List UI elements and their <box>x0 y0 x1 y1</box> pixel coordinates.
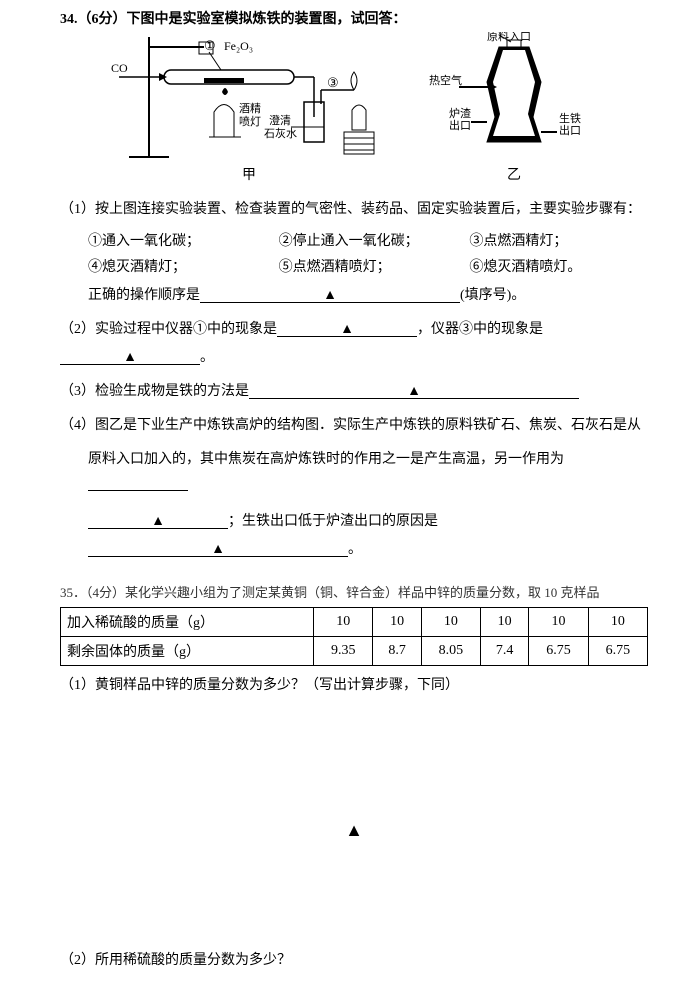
step-6: ⑥熄灭酒精喷灯。 <box>469 256 648 276</box>
apparatus-diagram: CO ① Fe₂O₃ <box>109 32 389 162</box>
q34-p2: （2）实验过程中仪器①中的现象是▲，仪器③中的现象是▲。 <box>60 316 648 372</box>
label-co: CO <box>111 61 128 75</box>
q34-p3: （3）检验生成物是铁的方法是▲ <box>60 378 648 406</box>
table-row: 剩余固体的质量（g） 9.35 8.7 8.05 7.4 6.75 6.75 <box>61 637 648 666</box>
row1-label: 加入稀硫酸的质量（g） <box>61 608 314 637</box>
p2-mid: ，仪器③中的现象是 <box>417 322 543 337</box>
q34-p4a: （4）图乙是下业生产中炼铁高炉的结构图．实际生产中炼铁的原料铁矿石、焦炭、石灰石… <box>60 412 648 440</box>
q35-table: 加入稀硫酸的质量（g） 10 10 10 10 10 10 剩余固体的质量（g）… <box>60 607 648 666</box>
label-slag-l2: 出口 <box>449 118 471 132</box>
q35-p2: （2）所用稀硫酸的质量分数为多少？ <box>60 947 648 975</box>
blank-coke-role-start <box>88 476 188 491</box>
p2-before: （2）实验过程中仪器①中的现象是 <box>60 322 277 337</box>
step-1: ①通入一氧化碳； <box>88 230 267 250</box>
q35-cutline: 35．（4分）某化学兴趣小组为了测定某黄铜（铜、锌合金）样品中锌的质量分数，取 … <box>60 582 648 601</box>
cell: 10 <box>529 608 588 637</box>
label-hotair: 热空气 <box>429 73 462 87</box>
p2-end: 。 <box>200 350 214 365</box>
circled-1: ① <box>204 38 216 53</box>
step-2: ②停止通入一氧化碳； <box>279 230 458 250</box>
q34-p4b: 原料入口加入的，其中焦炭在高炉炼铁时的作用之一是产生高温，另一作用为 <box>60 446 648 502</box>
exam-page: 34.（6分）下图中是实验室模拟炼铁的装置图，试回答： CO ① <box>0 0 688 1001</box>
p4c-end: 。 <box>348 542 362 557</box>
q34-diagrams: CO ① Fe₂O₃ <box>60 32 648 184</box>
cell: 7.4 <box>481 637 529 666</box>
diagram-left-caption: 甲 <box>242 164 256 184</box>
blank-phenom1: ▲ <box>277 322 417 337</box>
p1-tail-before: 正确的操作顺序是 <box>88 288 200 303</box>
label-burner-l1: 酒精 <box>239 102 261 115</box>
p1-tail-after: (填序号)。 <box>460 288 525 303</box>
step-4: ④熄灭酒精灯； <box>88 256 267 276</box>
step-5: ⑤点燃酒精喷灯； <box>279 256 458 276</box>
diagram-left-box: CO ① Fe₂O₃ <box>109 32 389 184</box>
q34-p4c: ▲；生铁出口低于炉渣出口的原因是▲。 <box>60 508 648 564</box>
blank-coke-role: ▲ <box>88 514 228 529</box>
label-fe2o3: Fe₂O₃ <box>224 39 253 53</box>
p3-before: （3）检验生成物是铁的方法是 <box>60 384 249 399</box>
cell: 9.35 <box>314 637 373 666</box>
cell: 10 <box>481 608 529 637</box>
answer-marker: ▲ <box>60 820 648 841</box>
p4c-mid: ；生铁出口低于炉渣出口的原因是 <box>228 514 438 529</box>
q34-header: 34.（6分）下图中是实验室模拟炼铁的装置图，试回答： <box>60 8 648 28</box>
q34-steps: ①通入一氧化碳； ②停止通入一氧化碳； ③点燃酒精灯； ④熄灭酒精灯； ⑤点燃酒… <box>60 230 648 276</box>
label-lime-l2: 石灰水 <box>264 126 297 140</box>
cell: 10 <box>373 608 421 637</box>
q34-stem: 下图中是实验室模拟炼铁的装置图，试回答： <box>127 12 407 27</box>
furnace-diagram: 原料入口 热空气 炉渣 出口 生铁 出口 <box>429 32 599 162</box>
label-lime-l1: 澄清 <box>269 113 291 127</box>
q35-p1: （1）黄铜样品中锌的质量分数为多少？（写出计算步骤，下同） <box>60 672 648 700</box>
cell: 10 <box>588 608 647 637</box>
diagram-right-caption: 乙 <box>507 164 521 184</box>
cell: 6.75 <box>529 637 588 666</box>
blank-reason: ▲ <box>88 542 348 557</box>
q34-p1: （1）按上图连接实验装置、检查装置的气密性、装药品、固定实验装置后，主要实验步骤… <box>60 196 648 224</box>
q34-p1-tail: 正确的操作顺序是▲(填序号)。 <box>60 282 648 310</box>
label-iron-l2: 出口 <box>559 123 581 137</box>
diagram-right-box: 原料入口 热空气 炉渣 出口 生铁 出口 乙 <box>429 32 599 184</box>
blank-order: ▲ <box>200 288 460 303</box>
circled-3: ③ <box>327 75 339 90</box>
cell: 10 <box>421 608 480 637</box>
label-burner-l2: 喷灯 <box>239 115 261 128</box>
label-slag-l1: 炉渣 <box>449 106 471 120</box>
step-3: ③点燃酒精灯； <box>469 230 648 250</box>
p4b-before: 原料入口加入的，其中焦炭在高炉炼铁时的作用之一是产生高温，另一作用为 <box>88 452 564 467</box>
row2-label: 剩余固体的质量（g） <box>61 637 314 666</box>
spacing <box>60 901 648 941</box>
cell: 10 <box>314 608 373 637</box>
cell: 8.05 <box>421 637 480 666</box>
q34-points: （6分） <box>78 12 127 27</box>
table-row: 加入稀硫酸的质量（g） 10 10 10 10 10 10 <box>61 608 648 637</box>
q34-number: 34. <box>60 12 78 27</box>
cell: 8.7 <box>373 637 421 666</box>
blank-method: ▲ <box>249 384 579 399</box>
label-iron-l1: 生铁 <box>559 111 581 125</box>
cell: 6.75 <box>588 637 647 666</box>
blank-phenom2: ▲ <box>60 350 200 365</box>
